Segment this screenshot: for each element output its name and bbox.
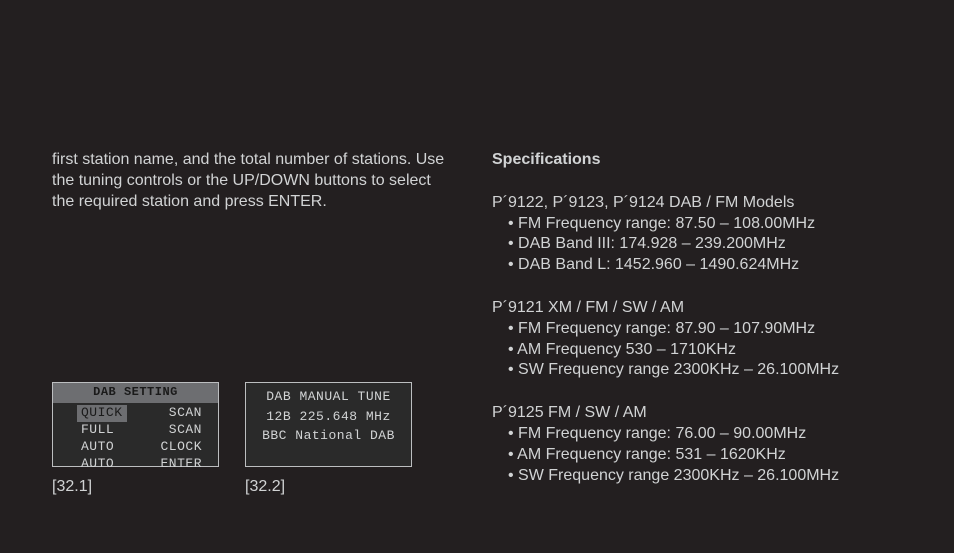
- spec-group-title: P´9121 XM / FM / SW / AM: [492, 298, 906, 319]
- lcd-line: DAB MANUAL TUNE: [252, 387, 405, 407]
- lcd-cell: ENTER: [160, 456, 202, 473]
- lcd-cell: FULL: [69, 422, 114, 439]
- spec-item: AM Frequency range: 531 – 1620KHz: [492, 445, 906, 466]
- spec-item: FM Frequency range: 87.90 – 107.90MHz: [492, 319, 906, 340]
- lcd-cell: AUTO: [69, 456, 114, 473]
- lcd-cell: CLOCK: [160, 439, 202, 456]
- lcd-display-1: DAB SETTING QUICK SCAN FULL SCAN AUTO CL…: [52, 382, 219, 467]
- spec-group-title: P´9122, P´9123, P´9124 DAB / FM Models: [492, 193, 906, 214]
- spec-item: AM Frequency 530 – 1710KHz: [492, 340, 906, 361]
- lcd-cell: AUTO: [69, 439, 114, 456]
- spec-item: DAB Band III: 174.928 – 239.200MHz: [492, 234, 906, 255]
- specifications-heading: Specifications: [492, 150, 906, 171]
- lcd-cell: SCAN: [169, 422, 202, 439]
- spec-item: SW Frequency range 2300KHz – 26.100MHz: [492, 466, 906, 487]
- lcd-title: DAB SETTING: [53, 383, 218, 403]
- spec-item: DAB Band L: 1452.960 – 1490.624MHz: [492, 255, 906, 276]
- lcd-display-2: DAB MANUAL TUNE 12B 225.648 MHz BBC Nati…: [245, 382, 412, 467]
- spec-item: SW Frequency range 2300KHz – 26.100MHz: [492, 360, 906, 381]
- lcd-line: 12B 225.648 MHz: [252, 407, 405, 427]
- intro-paragraph: first station name, and the total number…: [52, 150, 452, 212]
- spec-group-title: P´9125 FM / SW / AM: [492, 403, 906, 424]
- spec-item: FM Frequency range: 76.00 – 90.00MHz: [492, 424, 906, 445]
- spec-group: P´9125 FM / SW / AM FM Frequency range: …: [492, 403, 906, 486]
- lcd-cell: QUICK: [69, 405, 127, 422]
- spec-group: P´9121 XM / FM / SW / AM FM Frequency ra…: [492, 298, 906, 381]
- spec-group: P´9122, P´9123, P´9124 DAB / FM Models F…: [492, 193, 906, 276]
- lcd-cell: SCAN: [169, 405, 202, 422]
- lcd-line: BBC National DAB: [252, 426, 405, 446]
- screen-32-1: DAB SETTING QUICK SCAN FULL SCAN AUTO CL…: [52, 382, 219, 498]
- screen-caption: [32.2]: [245, 477, 412, 498]
- spec-item: FM Frequency range: 87.50 – 108.00MHz: [492, 214, 906, 235]
- screen-32-2: DAB MANUAL TUNE 12B 225.648 MHz BBC Nati…: [245, 382, 412, 498]
- screen-caption: [32.1]: [52, 477, 219, 498]
